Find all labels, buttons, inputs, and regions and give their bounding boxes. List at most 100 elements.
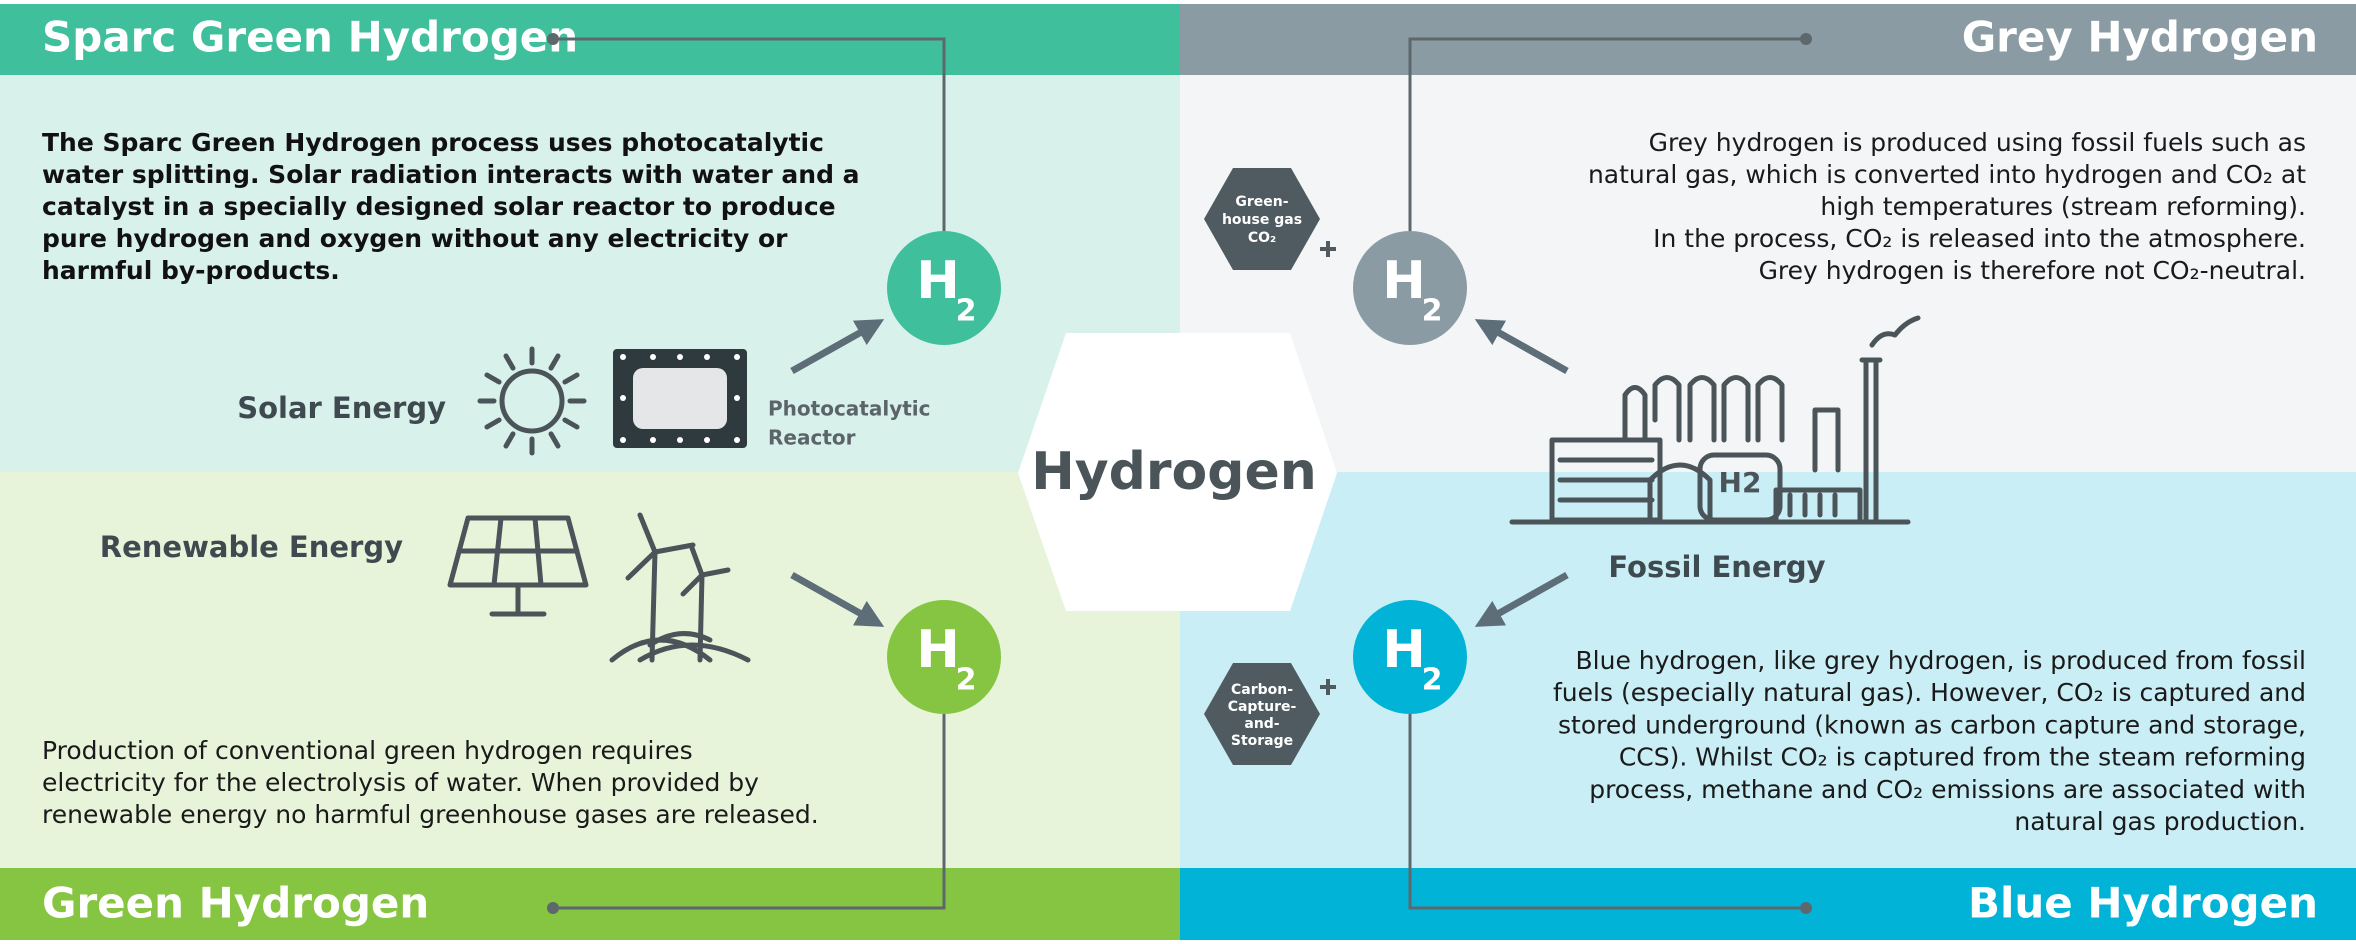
sun-ray [562,372,580,385]
sun-core [499,368,565,434]
factory-label: H2 [1719,466,1762,499]
body-line: Production of conventional green hydroge… [42,736,693,765]
bolt [734,395,740,401]
sun-ray [503,353,516,371]
sun-ray [562,417,580,430]
sun-ray [548,431,561,449]
badge-h: H [1382,620,1426,680]
bolt [620,395,626,401]
body-line: renewable energy no harmful greenhouse g… [42,800,819,829]
plus [1320,241,1336,257]
connector-dot [1800,33,1812,45]
windows [1557,457,1655,503]
blue-title: Blue Hydrogen [1968,879,2318,928]
hexagon [1204,663,1320,765]
bolt [620,437,626,443]
building [1549,437,1663,523]
green-band [0,868,1180,940]
arrow [790,571,885,627]
bolt [734,437,740,443]
hex-label: Storage [1231,733,1293,749]
panel-stand [489,582,547,617]
energy-label: Solar Energy [237,391,446,425]
bolt [650,437,656,443]
sparc-title: Sparc Green Hydrogen [42,13,578,62]
connector-dot [547,33,559,45]
badge-circle [887,231,1001,345]
factory-icon: H2 [1509,315,1921,525]
text-blocks: The Sparc Green Hydrogen process uses ph… [42,128,2306,836]
panel-grid [456,515,580,588]
reactor-label: Photocatalytic [768,397,931,421]
reactor-icon [613,349,747,448]
body-line: high temperatures (stream reforming). [1820,192,2306,221]
sun-icon [477,346,587,456]
badge-sub: 2 [956,294,977,329]
center-title: Hydrogen [1031,442,1317,502]
energy-label: Fossil Energy [1608,550,1825,584]
connector-dot [547,902,559,914]
reactor-label: Reactor [768,426,856,450]
tanks [1622,375,1785,443]
badge-circle [887,600,1001,714]
body-line: stored underground (known as carbon capt… [1558,710,2306,739]
badge-h: H [916,251,960,311]
h2-badge: H 2 [1353,600,1467,714]
chimney [1859,357,1883,523]
wind-icon [609,512,751,663]
body-line: natural gas, which is converted into hyd… [1588,160,2306,189]
body-line: electricity for the electrolysis of wate… [42,768,759,797]
smoke [1869,315,1921,348]
sun-ray [484,417,502,430]
badge-circle [1353,231,1467,345]
blue-band [1180,868,2356,940]
sun-ray [548,353,561,371]
turbine-blades [680,545,731,597]
connector [1408,37,1806,231]
pipes [1773,487,1863,523]
arrow [1474,571,1569,627]
grey-title: Grey Hydrogen [1962,13,2318,62]
hex-label: Carbon- [1231,682,1293,698]
hex-label: CO₂ [1248,230,1276,246]
body-line: process, methane and CO₂ emissions are a… [1589,775,2306,804]
body-line: natural gas production. [2014,807,2306,836]
bolt [704,354,710,360]
bolt [620,354,626,360]
body-line: In the process, CO₂ is released into the… [1653,224,2306,253]
badge-sub: 2 [1422,663,1443,698]
bolt [677,354,683,360]
connector-dot [1800,902,1812,914]
h2-badge: H 2 [1353,231,1467,345]
hexagon [1204,168,1320,270]
solar-panel-icon [447,515,589,617]
h2-badge: H 2 [887,231,1001,345]
body-line: water splitting. Solar radiation interac… [42,160,860,189]
bolt [704,437,710,443]
reactor-window [633,368,727,429]
badge-circle [1353,600,1467,714]
bolt [650,354,656,360]
plus [1320,679,1336,695]
body-line: Grey hydrogen is produced using fossil f… [1649,128,2306,157]
arrow [1474,319,1569,375]
energy-label: Renewable Energy [100,530,403,564]
body-line: The Sparc Green Hydrogen process uses ph… [42,128,824,157]
green-title: Green Hydrogen [42,879,429,928]
connector [553,714,946,910]
h2-badge: H 2 [887,600,1001,714]
body-line: fuels (especially natural gas). However,… [1553,678,2306,707]
badge-h: H [916,620,960,680]
body-line: Blue hydrogen, like grey hydrogen, is pr… [1576,646,2306,675]
hex-label: Green- [1235,194,1288,210]
body-line: harmful by-products. [42,256,340,285]
bolt [734,354,740,360]
sun-ray [503,431,516,449]
hex-label: Capture- [1228,699,1297,715]
body-line: catalyst in a specially designed solar r… [42,192,836,221]
hex-label: house gas [1222,212,1302,228]
badge-sub: 2 [956,663,977,698]
connector [553,37,946,231]
